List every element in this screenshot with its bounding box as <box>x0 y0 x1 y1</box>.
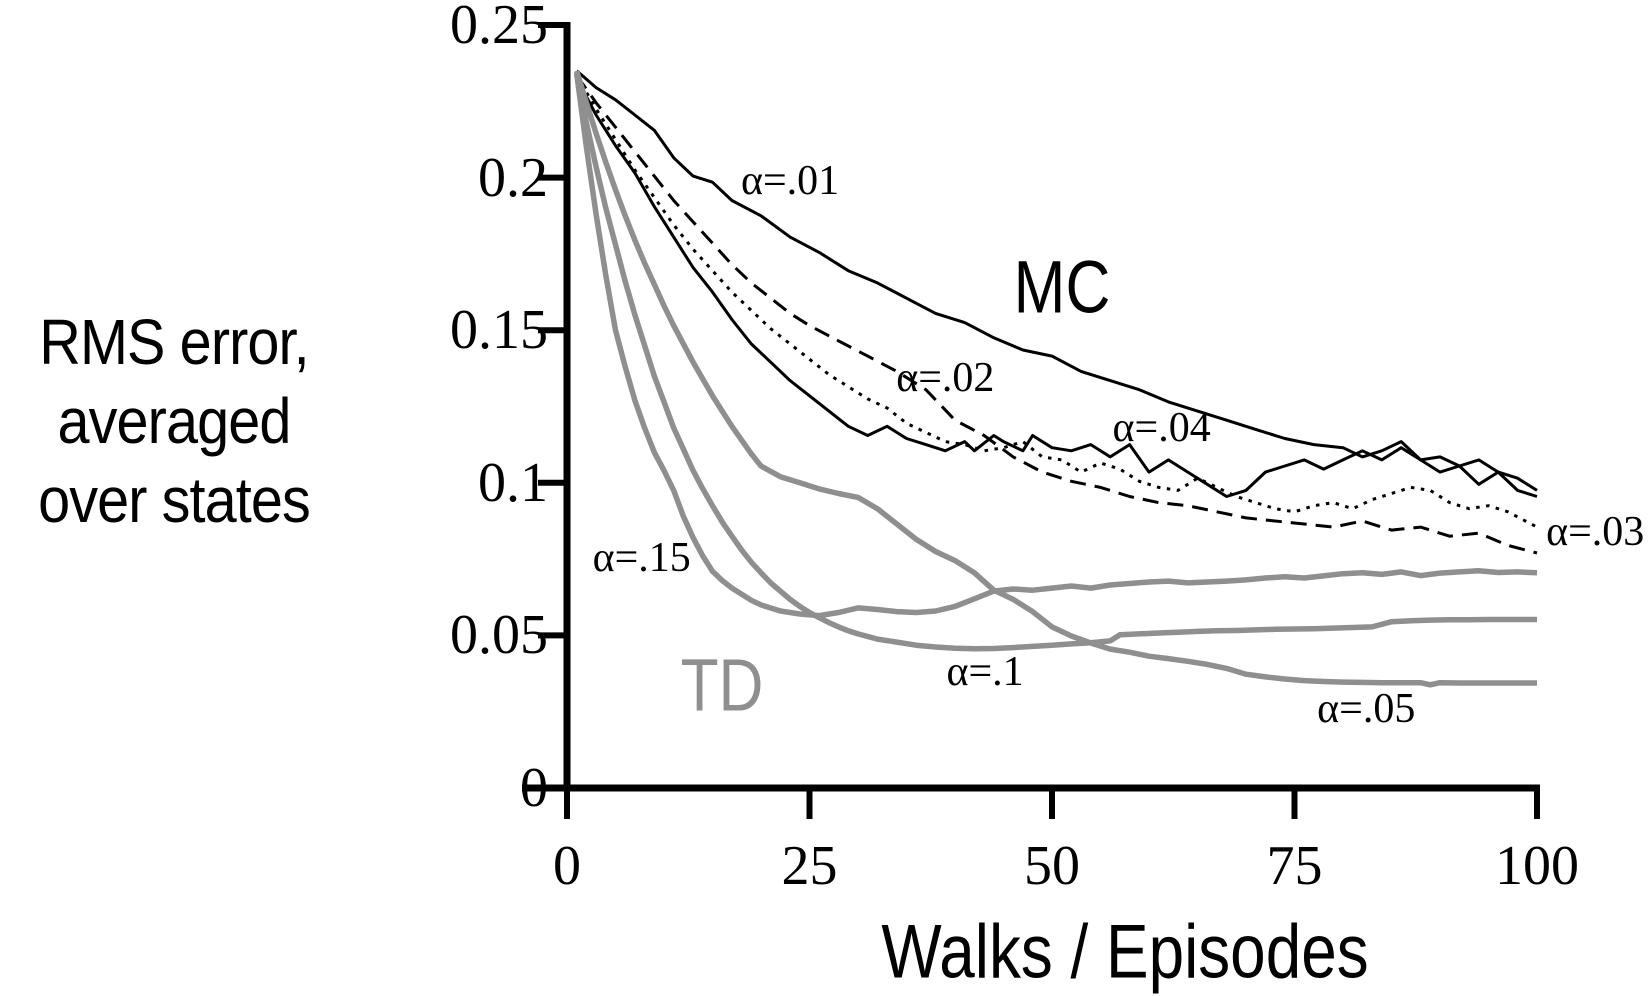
y-tick-label-0.25: 0.25 <box>450 0 548 56</box>
alpha-label-.15: α=.15 <box>592 535 691 582</box>
y-tick-label-0: 0 <box>520 757 548 819</box>
x-tick-label-100: 100 <box>1495 835 1579 897</box>
y-tick-label-0.05: 0.05 <box>450 604 548 667</box>
alpha-label-.1: α=.1 <box>946 649 1024 696</box>
x-tick-label-25: 25 <box>781 835 838 897</box>
alpha-label-.04: α=.04 <box>1112 404 1211 451</box>
x-axis-title: Walks / Episodes <box>881 909 1369 995</box>
series-line-mc-a04 <box>575 77 1538 498</box>
series-line-td-a1 <box>573 71 1537 652</box>
y-axis-title: RMS error, averaged over states <box>17 303 330 540</box>
alpha-label-.05: α=.05 <box>1317 685 1416 732</box>
alpha-label-.02: α=.02 <box>896 355 995 402</box>
y-axis-title-line-2: averaged <box>57 385 292 457</box>
alpha-label-.01: α=.01 <box>740 157 840 204</box>
series-line-td-a15 <box>573 73 1538 619</box>
y-tick-label-0.1: 0.1 <box>478 451 548 514</box>
x-tick-label-75: 75 <box>1266 835 1323 897</box>
y-axis-title-line-3: over states <box>38 464 311 536</box>
x-tick-label-50: 50 <box>1024 835 1080 897</box>
method-label-mc: MC <box>1013 245 1111 329</box>
series-line-mc-a01 <box>575 69 1538 492</box>
series-line-td-a05 <box>574 70 1537 688</box>
y-tick-label-0.15: 0.15 <box>450 299 548 362</box>
y-axis-title-line-1: RMS error, <box>39 306 309 378</box>
alpha-label-.03: α=.03 <box>1546 508 1645 555</box>
y-tick-label-0.2: 0.2 <box>478 146 548 209</box>
x-tick-label-0: 0 <box>553 835 581 897</box>
method-label-td: TD <box>680 643 764 727</box>
series-line-mc-a03 <box>575 74 1538 529</box>
